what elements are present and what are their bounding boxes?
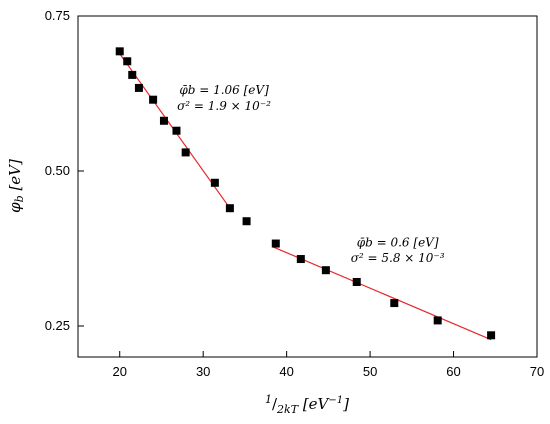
x-tick-label: 30 — [196, 364, 210, 379]
x-tick-label: 50 — [363, 364, 377, 379]
x-axis-title: 1/2kT [eV−1] — [265, 393, 349, 416]
data-point — [115, 47, 124, 56]
data-point — [487, 331, 496, 340]
fit-line — [272, 246, 492, 341]
x-tick-label: 20 — [112, 364, 126, 379]
y-tick-label: 0.50 — [45, 163, 70, 178]
x-tick-label: 70 — [530, 364, 544, 379]
data-point — [390, 299, 399, 308]
data-point — [296, 255, 305, 264]
data-point — [271, 239, 280, 248]
data-point — [149, 95, 158, 104]
fit-annotation-variance: σ² = 1.9 × 10⁻² — [177, 99, 271, 113]
data-point — [210, 178, 219, 187]
fit-annotation-mean: φ̄b = 1.06 [eV] — [179, 83, 269, 97]
x-tick-label: 60 — [446, 364, 460, 379]
data-point — [172, 126, 181, 135]
fit-annotation-mean: φ̄b = 0.6 [eV] — [357, 236, 439, 250]
x-tick-label: 40 — [279, 364, 293, 379]
fit-annotation-variance: σ² = 5.8 × 10⁻³ — [351, 251, 445, 265]
y-tick-label: 0.25 — [45, 318, 70, 333]
data-point — [242, 217, 251, 226]
data-point — [134, 83, 143, 92]
y-axis-title: φb [eV] — [6, 159, 26, 213]
data-point — [128, 70, 137, 79]
plot-frame — [77, 15, 538, 358]
data-point — [123, 57, 132, 66]
data-point — [159, 116, 168, 125]
data-point — [181, 148, 190, 157]
data-point — [225, 204, 234, 213]
data-point — [321, 266, 330, 275]
y-tick-label: 0.75 — [45, 8, 70, 23]
data-point — [433, 316, 442, 325]
data-point — [352, 277, 361, 286]
